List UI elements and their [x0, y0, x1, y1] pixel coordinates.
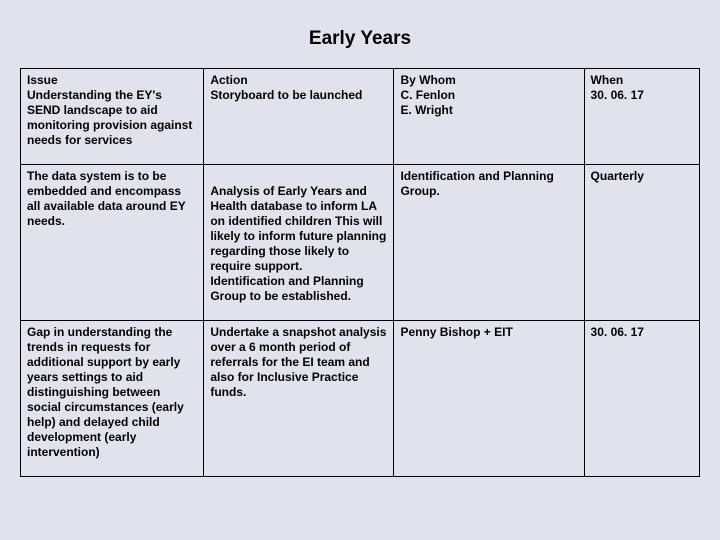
cell-text: Storyboard to be launched	[210, 88, 362, 102]
cell-when: When 30. 06. 17	[584, 69, 699, 165]
cell-text: C. Fenlon E. Wright	[400, 88, 455, 117]
cell-when: 30. 06. 17	[584, 321, 699, 477]
cell-text: Quarterly	[591, 169, 644, 183]
cell-text: Identification and Planning Group.	[400, 169, 553, 198]
cell-issue: Issue Understanding the EY's SEND landsc…	[21, 69, 204, 165]
cell-when: Quarterly	[584, 165, 699, 321]
col-header-bywhom: By Whom	[400, 73, 577, 88]
page-container: Early Years Issue Understanding the EY's…	[0, 0, 720, 540]
col-header-action: Action	[210, 73, 387, 88]
cell-bywhom: Penny Bishop + EIT	[394, 321, 584, 477]
cell-text: Gap in understanding the trends in reque…	[27, 325, 184, 459]
table-row: The data system is to be embedded and en…	[21, 165, 700, 321]
cell-action: Analysis of Early Years and Health datab…	[204, 165, 394, 321]
cell-text: Undertake a snapshot analysis over a 6 m…	[210, 325, 386, 399]
table-row: Gap in understanding the trends in reque…	[21, 321, 700, 477]
cell-text: Understanding the EY's SEND landscape to…	[27, 88, 192, 147]
col-header-issue: Issue	[27, 73, 197, 88]
col-header-when: When	[591, 73, 693, 88]
early-years-table: Issue Understanding the EY's SEND landsc…	[20, 68, 700, 477]
cell-bywhom: By Whom C. Fenlon E. Wright	[394, 69, 584, 165]
cell-issue: The data system is to be embedded and en…	[21, 165, 204, 321]
cell-text: 30. 06. 17	[591, 88, 644, 102]
cell-action: Undertake a snapshot analysis over a 6 m…	[204, 321, 394, 477]
cell-text: Analysis of Early Years and Health datab…	[210, 184, 386, 303]
cell-text: The data system is to be embedded and en…	[27, 169, 186, 228]
cell-text: 30. 06. 17	[591, 325, 644, 339]
page-title: Early Years	[20, 28, 700, 50]
table-row: Issue Understanding the EY's SEND landsc…	[21, 69, 700, 165]
cell-text: Penny Bishop + EIT	[400, 325, 512, 339]
cell-issue: Gap in understanding the trends in reque…	[21, 321, 204, 477]
cell-bywhom: Identification and Planning Group.	[394, 165, 584, 321]
cell-action: Action Storyboard to be launched	[204, 69, 394, 165]
